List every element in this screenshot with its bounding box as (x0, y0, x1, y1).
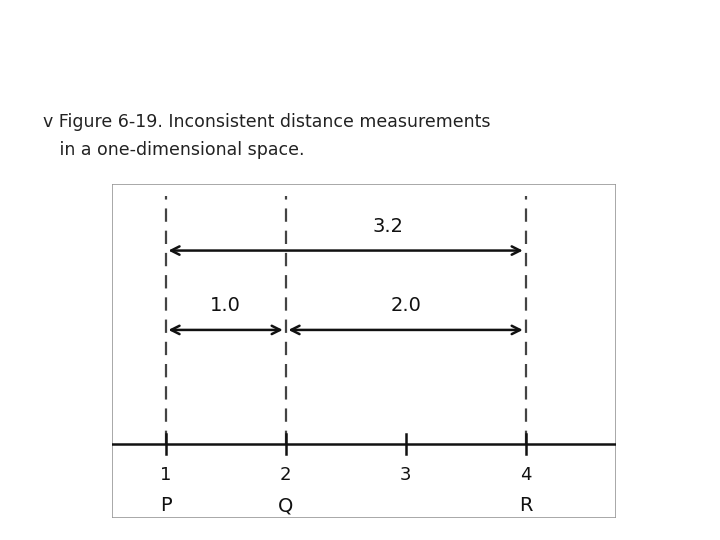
Text: 3: 3 (400, 467, 411, 484)
Text: R: R (519, 496, 532, 515)
Text: in a one-dimensional space.: in a one-dimensional space. (43, 141, 305, 159)
Text: 2.0: 2.0 (390, 296, 421, 315)
Text: 1: 1 (160, 467, 171, 484)
Text: 2: 2 (280, 467, 292, 484)
Text: Q: Q (278, 496, 293, 515)
Text: 1.0: 1.0 (210, 296, 241, 315)
Text: v Figure 6-19. Inconsistent distance measurements: v Figure 6-19. Inconsistent distance mea… (43, 113, 491, 131)
Text: Global Positioning Of Nodes (2): Global Positioning Of Nodes (2) (138, 34, 582, 58)
Text: 4: 4 (520, 467, 531, 484)
Text: 3.2: 3.2 (372, 217, 403, 235)
Text: P: P (160, 496, 171, 515)
FancyBboxPatch shape (112, 184, 616, 518)
